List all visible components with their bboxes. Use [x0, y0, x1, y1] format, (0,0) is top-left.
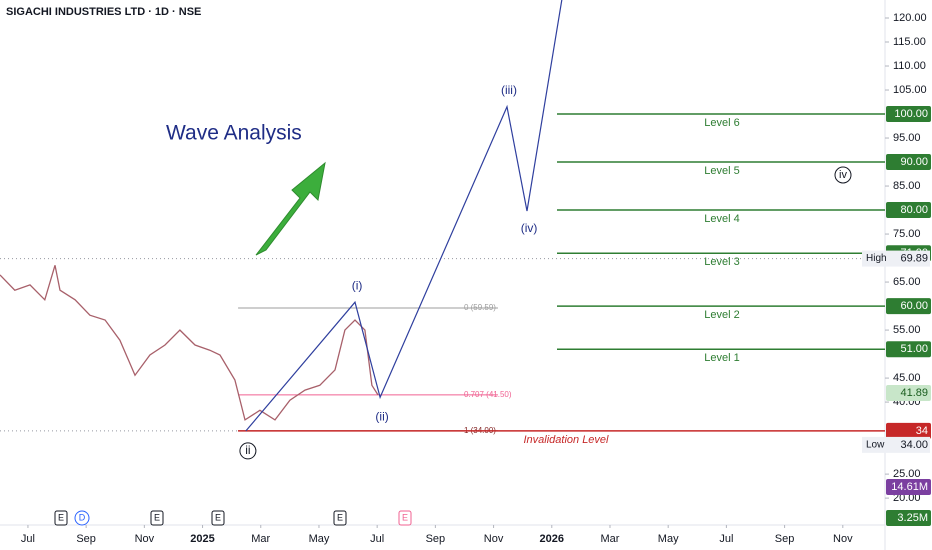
level-label: Level 6 — [704, 117, 739, 129]
wave-circle — [834, 166, 852, 184]
x-tick-label: Mar — [601, 533, 620, 545]
level-label: Level 1 — [704, 352, 739, 364]
tag-value: 34.00 — [900, 439, 928, 451]
wave-label: iv — [839, 169, 847, 181]
event-label: E — [337, 512, 343, 522]
level-label: Level 3 — [704, 256, 739, 268]
arrow — [255, 161, 326, 256]
event-marker — [74, 510, 90, 526]
tag-box — [862, 250, 930, 267]
price-box-label: 90.00 — [900, 156, 928, 168]
price-box-label: 41.89 — [900, 387, 928, 399]
event-label: E — [215, 512, 221, 522]
plot-area: 0 (59.59)0.707 (41.50)1 (34.00)Invalidat… — [0, 0, 885, 460]
event-marker — [398, 510, 412, 526]
fib-label: 0 (59.59) — [464, 303, 496, 312]
price-box-label: 34 — [916, 425, 928, 437]
volume-box — [886, 479, 931, 495]
y-tick-label: 75.00 — [893, 228, 921, 240]
event-label: E — [402, 512, 408, 522]
fib-label: 0.707 (41.50) — [464, 390, 512, 399]
volume-box — [886, 510, 931, 526]
wave-label: (iii) — [501, 83, 517, 97]
y-tick-label: 25.00 — [893, 468, 921, 480]
wave-label: (i) — [352, 278, 363, 292]
y-tick-label: 85.00 — [893, 180, 921, 192]
wave-line — [245, 0, 563, 432]
x-tick-label: 2026 — [540, 533, 564, 545]
x-tick-label: Jul — [21, 533, 35, 545]
price-box — [886, 385, 931, 402]
tag-label: Low — [866, 440, 885, 451]
price-box — [886, 298, 931, 315]
wave-label: (ii) — [375, 409, 388, 423]
y-tick-label: 120.00 — [893, 12, 927, 24]
event-marker — [211, 510, 225, 526]
y-tick-label: 95.00 — [893, 132, 921, 144]
event-label: D — [79, 512, 86, 522]
price-box-label: 51.00 — [900, 343, 928, 355]
invalidation-label: Invalidation Level — [523, 434, 609, 446]
wave-label: (iv) — [521, 221, 538, 235]
event-label: E — [154, 512, 160, 522]
y-tick-label: 115.00 — [893, 36, 926, 48]
chart-title: SIGACHI INDUSTRIES LTD · 1D · NSE — [6, 6, 201, 18]
y-tick-label: 20.00 — [893, 492, 921, 504]
level-label: Level 2 — [704, 309, 739, 321]
x-tick-label: Nov — [833, 533, 853, 545]
price-box — [886, 154, 931, 171]
y-tick-label: 55.00 — [893, 324, 921, 336]
x-tick-label: Jul — [719, 533, 733, 545]
x-tick-label: Sep — [76, 533, 96, 545]
x-tick-label: Sep — [426, 533, 446, 545]
price-box — [886, 341, 931, 358]
event-label: E — [58, 512, 64, 522]
level-label: Level 4 — [704, 213, 739, 225]
event-marker — [54, 510, 68, 526]
tag-label: High — [866, 253, 887, 264]
wave-circle — [239, 442, 257, 460]
y-tick-label: 105.00 — [893, 84, 927, 96]
x-tick-label: May — [658, 533, 679, 545]
annotation: Wave Analysis — [166, 122, 302, 145]
x-tick-label: Sep — [775, 533, 795, 545]
x-tick-label: Nov — [135, 533, 155, 545]
price-box — [886, 202, 931, 219]
price-box-label: 80.00 — [900, 204, 928, 216]
x-tick-label: 2025 — [190, 533, 214, 545]
price-box — [886, 106, 931, 123]
x-tick-label: May — [309, 533, 330, 545]
tag-box — [862, 436, 930, 453]
event-marker — [333, 510, 347, 526]
y-tick-label: 65.00 — [893, 276, 921, 288]
y-tick-label: 110.00 — [893, 60, 926, 72]
event-marker — [150, 510, 164, 526]
price-line — [0, 265, 379, 421]
x-tick-label: Jul — [370, 533, 384, 545]
wave-label: ii — [245, 443, 250, 457]
volume-label: 14.61M — [891, 481, 928, 493]
y-tick-label: 45.00 — [893, 372, 921, 384]
tag-value: 69.89 — [900, 252, 928, 264]
price-box-label: 60.00 — [900, 300, 928, 312]
x-tick-label: Nov — [484, 533, 504, 545]
x-tick-label: Mar — [251, 533, 270, 545]
price-box — [886, 422, 931, 439]
level-label: Level 5 — [704, 165, 739, 177]
price-box-label: 100.00 — [894, 108, 928, 120]
volume-label: 3.25M — [897, 512, 928, 524]
